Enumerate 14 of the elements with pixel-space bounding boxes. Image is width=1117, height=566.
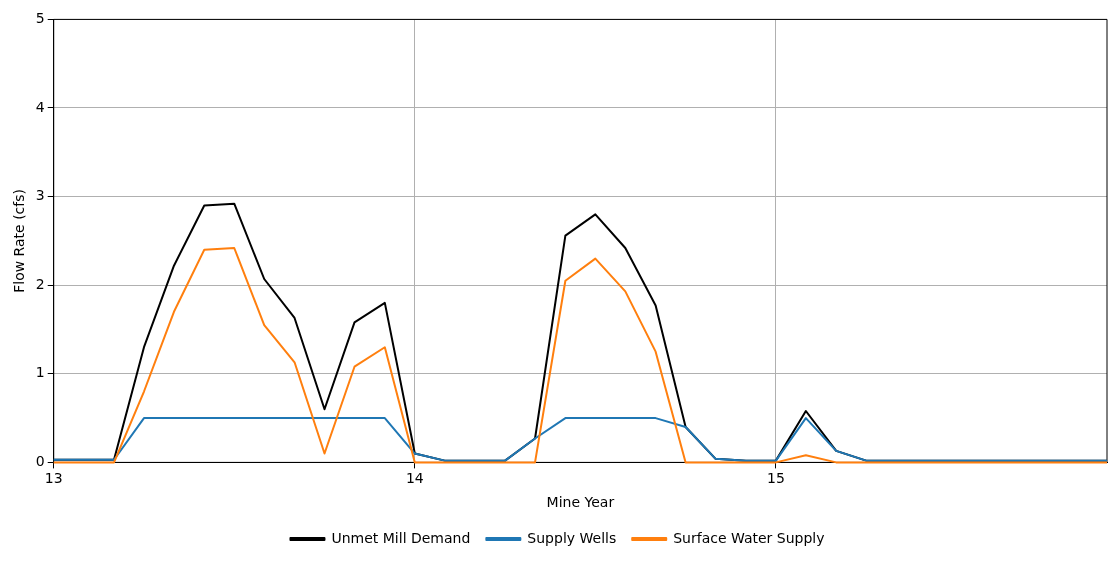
legend-label: Supply Wells xyxy=(527,529,617,546)
y-tick-label: 4 xyxy=(35,98,45,115)
x-tick-label: 13 xyxy=(44,470,63,487)
y-tick-label: 1 xyxy=(35,364,45,381)
y-axis-title: Flow Rate (cfs) xyxy=(11,188,28,293)
legend-label: Surface Water Supply xyxy=(673,529,825,546)
x-tick-label: 14 xyxy=(405,470,424,487)
y-tick-label: 2 xyxy=(35,275,45,292)
y-tick-label: 0 xyxy=(35,453,45,470)
y-tick-label: 5 xyxy=(35,10,45,27)
y-tick-label: 3 xyxy=(35,187,45,204)
x-axis-title: Mine Year xyxy=(546,494,615,511)
x-tick-label: 15 xyxy=(766,470,785,487)
legend-label: Unmet Mill Demand xyxy=(331,529,471,546)
